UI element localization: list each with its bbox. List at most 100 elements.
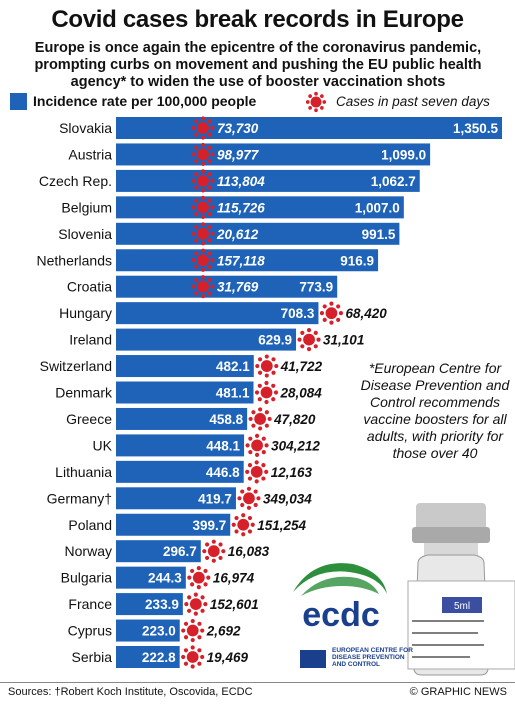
virus-spike <box>200 241 206 246</box>
virus-spike <box>181 628 186 633</box>
virus-core <box>197 254 209 267</box>
category-label: Cyprus <box>68 623 112 639</box>
virus-spike <box>210 284 215 289</box>
chart-legend: Incidence rate per 100,000 people Cases … <box>10 91 510 113</box>
incidence-value-label: 448.1 <box>206 438 240 453</box>
category-label: Slovakia <box>59 120 112 136</box>
virus-core <box>254 413 267 425</box>
incidence-value-label: 1,062.7 <box>371 174 416 189</box>
virus-core <box>197 201 209 214</box>
virus-spike <box>194 159 199 164</box>
category-label: Denmark <box>55 385 113 401</box>
virus-spike <box>300 344 305 349</box>
virus-spike <box>258 426 263 431</box>
incidence-value-label: 223.0 <box>142 624 176 639</box>
virus-icon <box>245 460 269 484</box>
virus-spike <box>193 611 198 616</box>
virus-spike <box>256 496 261 501</box>
virus-core <box>250 465 263 478</box>
virus-spike <box>194 145 199 150</box>
cases-value-label: 41,722 <box>280 359 323 374</box>
virus-spike <box>194 238 199 243</box>
virus-icon <box>248 407 272 431</box>
virus-spike <box>257 370 263 375</box>
virus-spike <box>181 654 186 660</box>
incidence-bar <box>116 407 248 430</box>
category-label: Hungary <box>59 305 112 321</box>
virus-spike <box>200 169 206 174</box>
virus-spike <box>200 275 206 280</box>
virus-icon <box>191 195 215 219</box>
virus-spike <box>200 214 206 219</box>
virus-spike <box>191 125 196 131</box>
ecdc-logo-text: ecdc <box>302 596 380 632</box>
virus-spike <box>200 222 206 227</box>
virus-spike <box>264 380 269 386</box>
virus-spike <box>261 450 266 455</box>
virus-spike <box>194 224 199 230</box>
virus-spike <box>191 284 196 289</box>
category-label: Germany† <box>47 490 112 506</box>
incidence-bar <box>116 646 180 668</box>
virus-spike <box>197 661 202 666</box>
virus-spike <box>261 436 266 441</box>
category-label: Switzerland <box>40 358 112 374</box>
virus-spike <box>207 172 212 177</box>
virus-spike <box>191 205 196 210</box>
virus-spike <box>193 592 198 597</box>
virus-spike <box>207 159 212 164</box>
virus-spike <box>200 161 206 167</box>
eu-flag-icon <box>300 650 326 668</box>
incidence-bar <box>116 196 404 219</box>
virus-spike <box>297 337 302 342</box>
virus-spike <box>237 496 242 501</box>
virus-spike <box>211 558 216 563</box>
virus-spike <box>191 258 196 263</box>
virus-spike <box>267 416 272 422</box>
incidence-bar <box>116 143 431 166</box>
cases-value-label: 16,974 <box>213 571 255 586</box>
virus-icon <box>231 513 255 537</box>
cases-value-label: 73,730 <box>217 121 259 136</box>
virus-spike <box>306 347 312 352</box>
virus-spike <box>257 383 262 388</box>
virus-core <box>189 598 202 610</box>
virus-core <box>186 651 199 663</box>
virus-spike <box>257 357 263 362</box>
virus-spike <box>191 231 196 236</box>
credit-line: © GRAPHIC NEWS <box>409 686 507 698</box>
cases-value-label: 304,212 <box>271 438 320 453</box>
virus-spike <box>218 555 223 561</box>
virus-spike <box>190 618 195 624</box>
virus-spike <box>250 522 255 527</box>
virus-core <box>192 571 205 584</box>
cases-value-label: 31,769 <box>217 280 259 295</box>
incidence-value-label: 446.8 <box>206 465 240 480</box>
virus-spike <box>204 542 210 547</box>
virus-spike <box>274 363 279 369</box>
category-label: Norway <box>65 543 112 559</box>
virus-spike <box>234 529 239 534</box>
cases-value-label: 28,084 <box>280 386 323 401</box>
cases-value-label: 16,083 <box>228 544 270 559</box>
virus-spike <box>306 328 312 333</box>
vial-volume-label: 5ml <box>454 601 470 612</box>
category-label: Bulgaria <box>61 570 113 586</box>
cases-value-label: 152,601 <box>210 597 259 612</box>
virus-spike <box>207 132 212 137</box>
cases-value-label: 68,420 <box>345 306 387 321</box>
virus-spike <box>248 416 253 422</box>
virus-spike <box>194 172 199 177</box>
virus-spike <box>207 224 212 230</box>
virus-spike <box>246 505 252 510</box>
virus-spike <box>200 248 206 253</box>
incidence-bar <box>116 540 201 563</box>
virus-spike <box>254 460 259 465</box>
virus-spike <box>203 568 208 574</box>
virus-spike <box>322 304 327 309</box>
incidence-value-label: 481.1 <box>216 386 250 401</box>
virus-core <box>260 360 273 372</box>
incidence-value-label: 419.7 <box>198 491 232 506</box>
incidence-bar <box>116 513 231 536</box>
incidence-bar <box>116 355 254 378</box>
